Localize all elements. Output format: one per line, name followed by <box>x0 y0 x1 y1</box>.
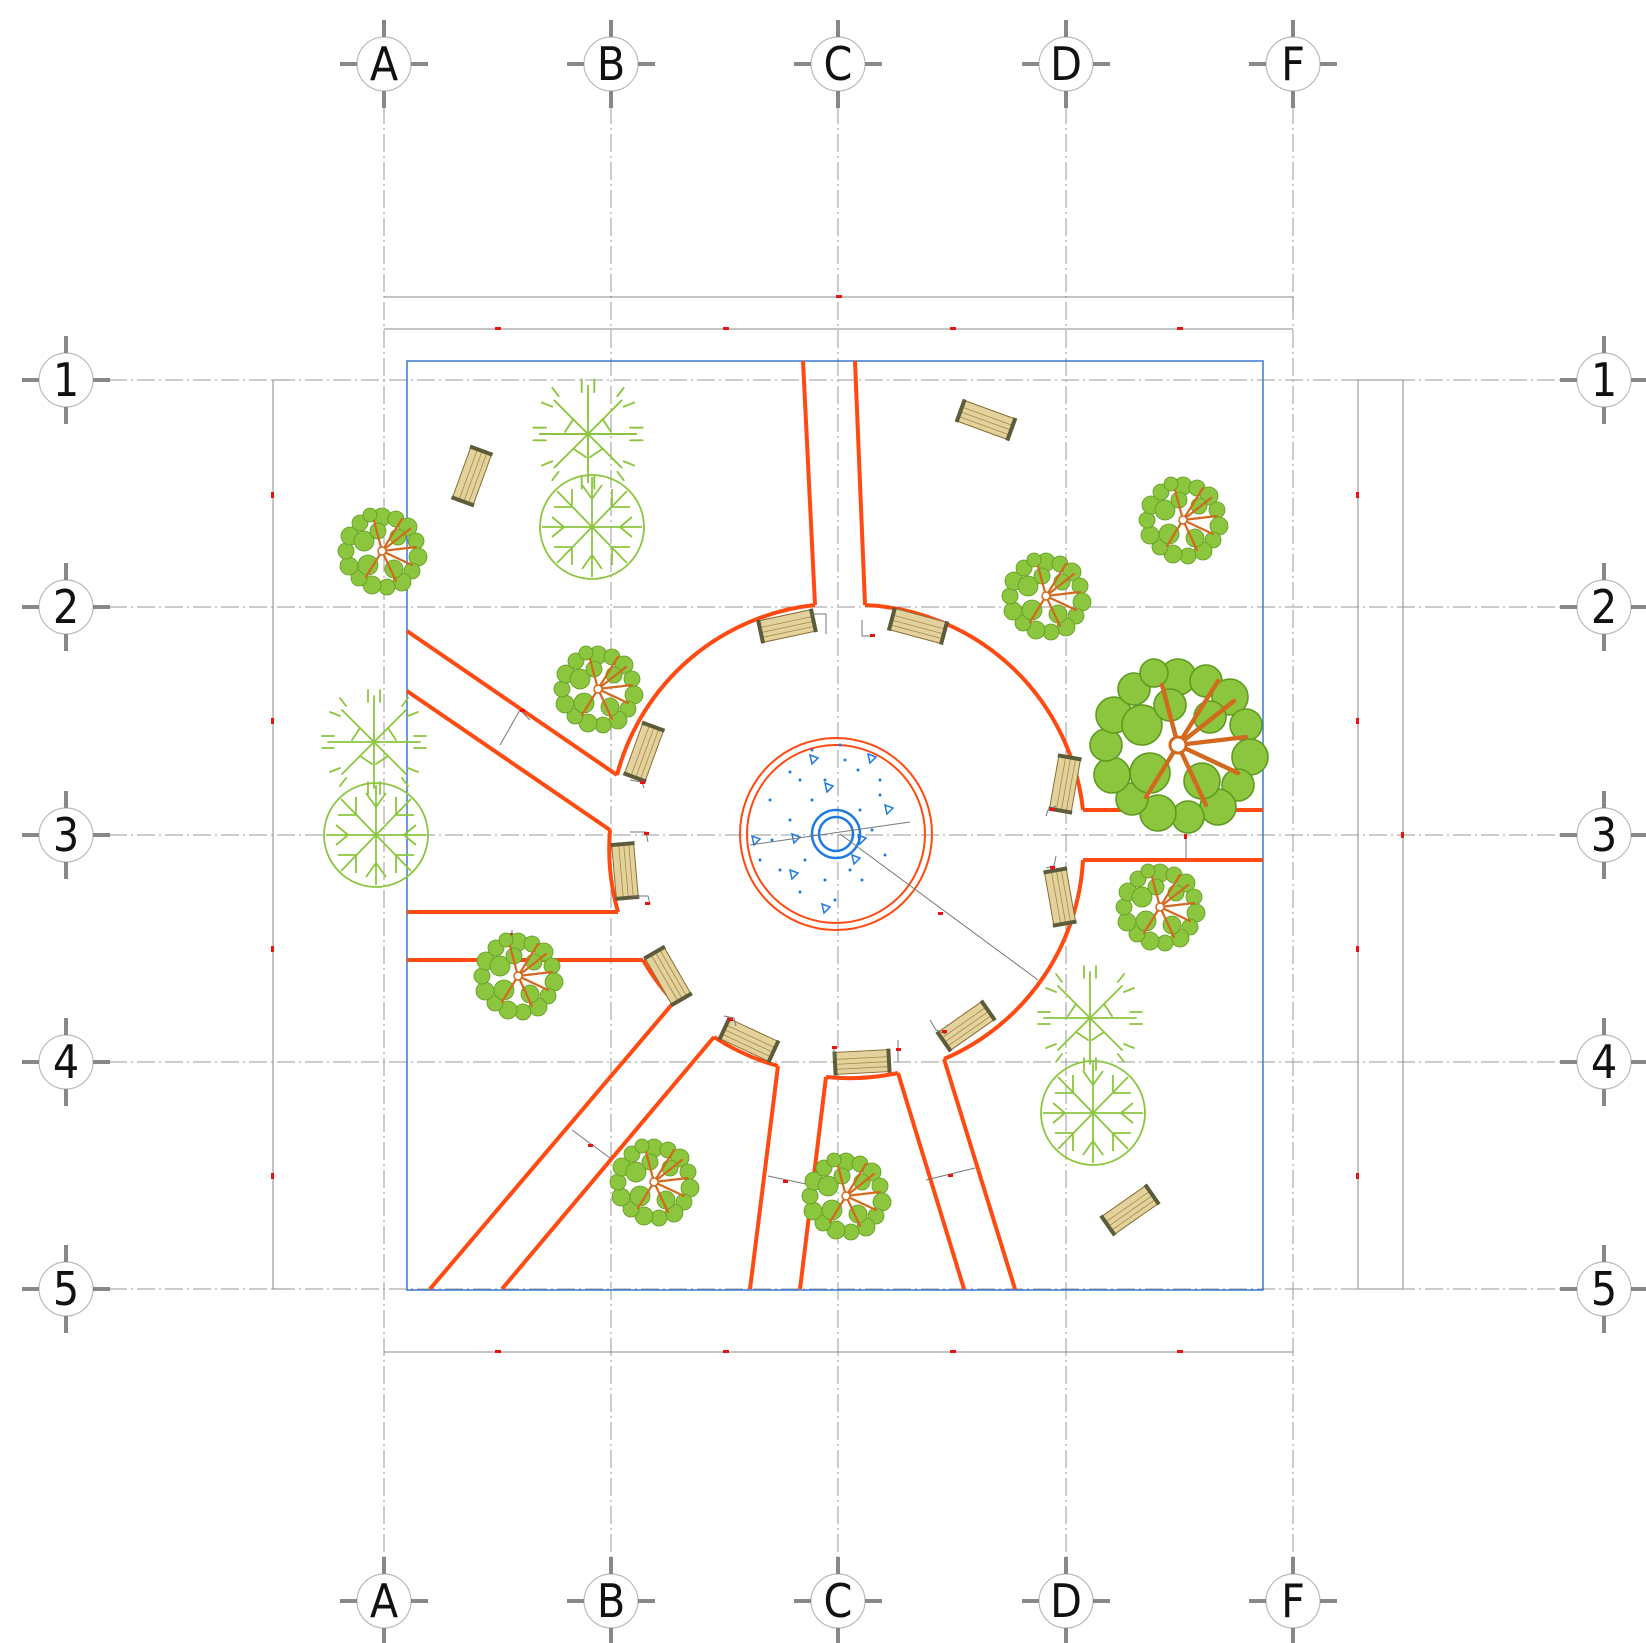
grid-label-col-f-bottom: F <box>1281 1574 1305 1628</box>
grid-label-row-2-right: 2 <box>1591 580 1617 634</box>
row-bubbles-left: 1 2 3 4 5 <box>20 334 112 1335</box>
grid-label-col-b-bottom: B <box>597 1574 625 1628</box>
grid-label-row-4-right: 4 <box>1591 1035 1617 1089</box>
grid-label-col-a: A <box>370 37 398 91</box>
dimension-lines <box>271 295 1404 1353</box>
row-bubbles-right: 1 2 3 4 5 <box>1558 334 1646 1335</box>
fountain-icon <box>758 743 887 902</box>
dimension-markers <box>271 295 1404 1353</box>
grid-label-row-4: 4 <box>53 1035 79 1089</box>
grid-label-col-d: D <box>1050 37 1082 91</box>
trees <box>321 378 1268 1242</box>
grid-label-row-2: 2 <box>53 580 79 634</box>
grid-label-row-1-right: 1 <box>1591 353 1617 407</box>
walkway-edges <box>405 360 1263 1291</box>
grid-label-row-1: 1 <box>53 353 79 407</box>
grid-label-row-5: 5 <box>53 1262 79 1316</box>
site-boundary <box>406 360 1264 1291</box>
fountain <box>739 737 1039 981</box>
column-bubbles-bottom: A B C D F <box>338 1555 1339 1643</box>
benches <box>450 398 1162 1237</box>
grid-label-col-a-bottom: A <box>370 1574 398 1628</box>
grid-label-col-c: C <box>824 37 853 91</box>
grid-lines <box>25 22 1620 1620</box>
column-bubbles-top: A B C D F <box>338 18 1339 110</box>
grid-label-col-d-bottom: D <box>1050 1574 1082 1628</box>
grid-label-col-c-bottom: C <box>824 1574 853 1628</box>
grid-label-row-3-right: 3 <box>1591 808 1617 862</box>
grid-label-col-b: B <box>597 37 625 91</box>
grid-label-col-f: F <box>1281 37 1305 91</box>
grid-label-row-5-right: 5 <box>1591 1262 1617 1316</box>
grid-label-row-3: 3 <box>53 808 79 862</box>
